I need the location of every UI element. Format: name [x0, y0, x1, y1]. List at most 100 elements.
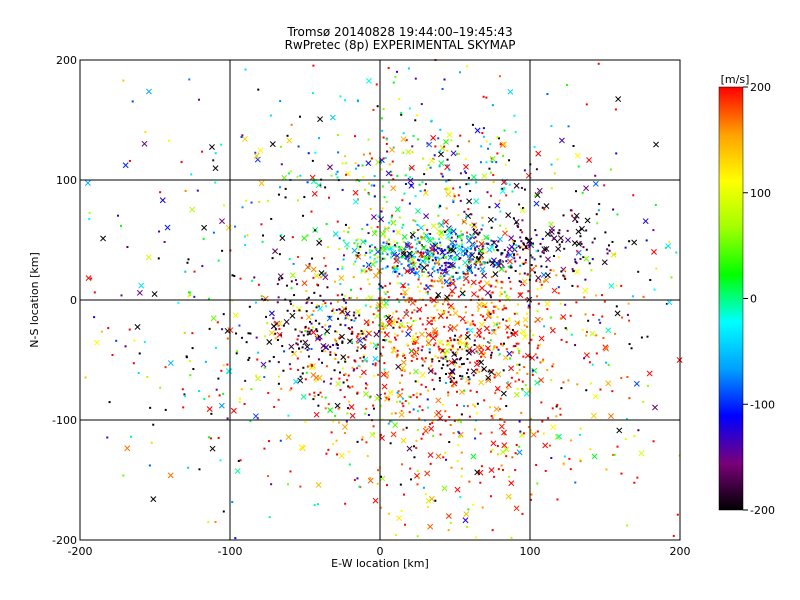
scatter-dot: [426, 264, 429, 267]
scatter-dot: [506, 336, 509, 339]
scatter-dot: [321, 326, 324, 329]
scatter-dot: [636, 476, 639, 479]
scatter-dot: [241, 134, 244, 137]
scatter-dot: [447, 529, 450, 532]
scatter-dot: [107, 327, 110, 330]
scatter-dot: [437, 345, 440, 348]
scatter-dot: [469, 260, 472, 263]
scatter-dot: [513, 257, 516, 260]
scatter-dot: [378, 324, 381, 327]
scatter-cross: [583, 255, 590, 262]
scatter-dot: [381, 286, 384, 289]
scatter-dot: [458, 245, 461, 248]
scatter-dot: [646, 335, 649, 338]
scatter-dot: [333, 352, 336, 355]
scatter-cross: [151, 291, 158, 297]
scatter-dot: [465, 372, 468, 375]
scatter-dot: [429, 233, 432, 236]
scatter-dot: [344, 372, 347, 375]
scatter-dot: [191, 347, 194, 350]
scatter-dot: [490, 371, 493, 374]
scatter-dot: [485, 96, 488, 99]
scatter-dot: [489, 406, 492, 409]
scatter-dot: [519, 264, 522, 267]
scatter-dot: [511, 328, 514, 331]
scatter-dot: [132, 362, 135, 365]
scatter-dot: [208, 395, 211, 398]
scatter-dot: [676, 513, 679, 516]
scatter-dot: [345, 419, 348, 422]
scatter-dot: [431, 369, 434, 372]
scatter-dot: [503, 433, 506, 436]
scatter-dot: [467, 247, 470, 250]
scatter-dot: [384, 157, 387, 160]
scatter-dot: [354, 135, 357, 138]
scatter-dot: [455, 351, 458, 354]
scatter-dot: [571, 284, 574, 287]
scatter-dot: [361, 164, 364, 167]
scatter-dot: [401, 397, 404, 400]
scatter-dot: [345, 173, 348, 176]
scatter-dot: [549, 327, 552, 330]
scatter-cross: [383, 395, 390, 402]
scatter-dot: [482, 135, 485, 138]
scatter-dot: [449, 377, 452, 380]
scatter-cross: [543, 203, 550, 210]
scatter-dot: [452, 245, 455, 248]
scatter-dot: [637, 270, 640, 273]
scatter-dot: [279, 186, 282, 189]
scatter-dot: [243, 235, 246, 238]
scatter-dot: [486, 261, 489, 264]
scatter-dot: [456, 348, 459, 351]
scatter-dot: [244, 379, 247, 382]
scatter-dot: [562, 274, 565, 277]
scatter-dot: [465, 342, 468, 345]
scatter-dot: [529, 254, 532, 257]
scatter-dot: [438, 206, 441, 209]
scatter-dot: [380, 354, 383, 357]
scatter-dot: [665, 302, 668, 305]
scatter-dot: [379, 285, 382, 288]
scatter-dot: [277, 382, 280, 385]
scatter-dot: [670, 276, 673, 279]
scatter-dot: [348, 450, 351, 453]
scatter-dot: [556, 158, 559, 161]
scatter-dot: [468, 378, 471, 381]
scatter-cross: [500, 390, 507, 397]
scatter-dot: [429, 296, 432, 299]
scatter-dot: [552, 269, 555, 272]
scatter-dot: [341, 341, 344, 344]
scatter-dot: [329, 382, 332, 385]
scatter-dot: [222, 510, 225, 513]
scatter-dot: [223, 204, 226, 207]
scatter-cross: [391, 267, 398, 274]
scatter-cross: [614, 310, 621, 317]
scatter-cross: [258, 180, 265, 187]
scatter-cross: [392, 422, 399, 429]
scatter-dot: [522, 248, 525, 251]
scatter-cross: [591, 453, 598, 460]
y-tick-label: 100: [56, 174, 77, 187]
scatter-dot: [412, 342, 415, 345]
scatter-dot: [584, 278, 587, 281]
scatter-dot: [446, 343, 449, 346]
scatter-dot: [518, 272, 521, 275]
scatter-dot: [628, 240, 631, 243]
scatter-cross: [293, 378, 299, 385]
scatter-dot: [555, 274, 558, 277]
scatter-cross: [488, 467, 495, 474]
scatter-dot: [272, 356, 275, 359]
scatter-dot: [384, 266, 387, 269]
scatter-dot: [457, 295, 460, 298]
scatter-dot: [494, 392, 497, 395]
scatter-cross: [533, 200, 540, 207]
scatter-dot: [441, 269, 444, 272]
scatter-dot: [583, 357, 586, 360]
scatter-dot: [133, 339, 136, 342]
scatter-dot: [472, 503, 475, 506]
scatter-dot: [290, 387, 293, 390]
scatter-dot: [500, 280, 503, 283]
scatter-dot: [402, 493, 405, 496]
scatter-dot: [483, 262, 486, 265]
scatter-dot: [456, 278, 459, 281]
